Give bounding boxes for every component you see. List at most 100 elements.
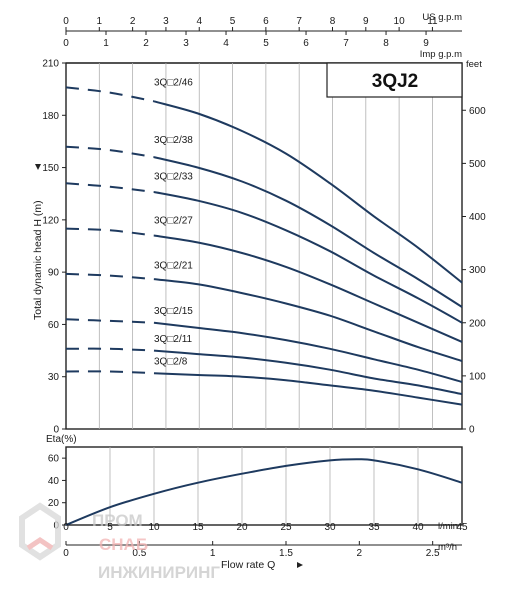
- imp-gpm-tick-label: 6: [303, 38, 309, 49]
- m3h-tick-label: 0: [63, 548, 69, 559]
- us-gpm-tick-label: 6: [263, 16, 269, 27]
- imp-gpm-tick-label: 4: [223, 38, 229, 49]
- us-gpm-unit: US g.p.m: [422, 12, 462, 23]
- head-m-tick-label: 60: [48, 320, 60, 331]
- us-gpm-tick-label: 2: [130, 16, 136, 27]
- curve-label: 3Q□2/8: [154, 356, 188, 367]
- head-ft-tick-label: 600: [469, 106, 486, 117]
- head-curve-dashed: [65, 370, 155, 375]
- curve-label: 3Q□2/46: [154, 78, 193, 89]
- imp-gpm-unit: Imp g.p.m: [420, 49, 462, 60]
- head-curve: [153, 372, 463, 406]
- m3h-tick-label: 2: [357, 548, 363, 559]
- model-title: 3QJ2: [372, 71, 418, 92]
- model-box: [326, 62, 463, 98]
- m3h-tick-label: 1: [210, 548, 216, 559]
- m3h-tick-label: 2.5: [426, 548, 440, 559]
- flow-rate-title: Flow rate Q: [221, 559, 275, 571]
- watermark-line1: ПРОМ: [92, 511, 143, 530]
- head-curve: [153, 191, 463, 324]
- feet-unit: feet: [466, 59, 482, 70]
- imp-gpm-tick-label: 9: [423, 38, 429, 49]
- head-curve: [153, 156, 463, 308]
- watermark-line3: ИНЖИНИРИНГ: [98, 563, 220, 582]
- head-ft-tick-label: 300: [469, 265, 486, 276]
- lmin-tick-label: 30: [324, 522, 336, 533]
- head-m-tick-label: 120: [42, 215, 59, 226]
- head-ft-tick-label: 500: [469, 159, 486, 170]
- us-gpm-tick-label: 4: [196, 16, 202, 27]
- curve-label: 3Q□2/21: [154, 261, 193, 272]
- lmin-tick-label: 45: [456, 522, 468, 533]
- head-m-tick-label: 0: [53, 425, 59, 436]
- curve-label: 3Q□2/15: [154, 306, 193, 317]
- head-m-tick-label: 150: [42, 163, 59, 174]
- head-axis-arrow-icon: [35, 164, 41, 170]
- m3h-tick-label: 1.5: [279, 548, 293, 559]
- us-gpm-tick-label: 7: [296, 16, 302, 27]
- us-gpm-tick-label: 5: [230, 16, 236, 27]
- head-ft-tick-label: 0: [469, 425, 475, 436]
- head-curve: [153, 349, 463, 396]
- watermark-logo: ПРОМ СНАБ ИНЖИНИРИНГ: [19, 502, 220, 582]
- head-ft-tick-label: 100: [469, 371, 486, 382]
- us-gpm-tick-label: 11: [427, 16, 438, 27]
- head-curve: [153, 234, 463, 343]
- head-ft-tick-label: 200: [469, 318, 486, 329]
- us-gpm-tick-label: 0: [63, 16, 69, 27]
- eta-tick-label: 40: [48, 476, 60, 487]
- us-gpm-tick-label: 3: [163, 16, 169, 27]
- curve-label: 3Q□2/27: [154, 215, 193, 226]
- head-m-tick-label: 180: [42, 111, 59, 122]
- lmin-unit: l/min: [438, 521, 458, 532]
- lmin-tick-label: 25: [280, 522, 292, 533]
- m3h-tick-label: 0.5: [132, 548, 146, 559]
- head-plot-frame: [65, 62, 463, 430]
- us-gpm-tick-label: 8: [330, 16, 336, 27]
- lmin-tick-label: 15: [192, 522, 204, 533]
- head-curve-dashed: [65, 347, 155, 352]
- eta-tick-label: 60: [48, 454, 60, 465]
- imp-gpm-tick-label: 2: [143, 38, 149, 49]
- head-m-tick-label: 90: [48, 268, 60, 279]
- imp-gpm-tick-label: 7: [343, 38, 349, 49]
- head-curve-dashed: [65, 182, 155, 193]
- us-gpm-tick-label: 9: [363, 16, 369, 27]
- imp-gpm-tick-label: 8: [383, 38, 389, 49]
- lmin-tick-label: 35: [368, 522, 380, 533]
- us-gpm-tick-label: 1: [97, 16, 103, 27]
- curve-label: 3Q□2/38: [154, 135, 193, 146]
- curve-label: 3Q□2/33: [154, 172, 193, 183]
- lmin-tick-label: 10: [148, 522, 160, 533]
- m3h-unit: m³/h: [438, 542, 457, 553]
- us-gpm-tick-label: 10: [394, 16, 406, 27]
- head-axis-title: Total dynamic head H (m): [32, 200, 44, 320]
- efficiency-curve: [65, 458, 463, 526]
- head-m-tick-label: 210: [42, 59, 59, 70]
- head-curve: [153, 100, 463, 284]
- head-curve-dashed: [65, 145, 155, 159]
- head-curve-dashed: [65, 318, 155, 324]
- efficiency-plot-frame: [65, 446, 463, 526]
- head-m-tick-label: 30: [48, 372, 60, 383]
- head-curve-dashed: [65, 272, 155, 281]
- imp-gpm-tick-label: 1: [103, 38, 109, 49]
- lmin-tick-label: 20: [236, 522, 248, 533]
- head-ft-tick-label: 400: [469, 212, 486, 223]
- imp-gpm-tick-label: 5: [263, 38, 269, 49]
- watermark-line2: СНАБ: [99, 535, 148, 554]
- head-curve-dashed: [65, 227, 155, 237]
- lmin-tick-label: 40: [412, 522, 424, 533]
- imp-gpm-tick-label: 3: [183, 38, 189, 49]
- flow-axis-arrow-icon: [297, 562, 303, 568]
- head-curve: [153, 321, 463, 383]
- imp-gpm-tick-label: 0: [63, 38, 69, 49]
- eta-axis-title: Eta(%): [46, 434, 77, 445]
- eta-tick-label: 20: [48, 498, 60, 509]
- lmin-tick-label: 0: [63, 522, 69, 533]
- lmin-tick-label: 5: [107, 522, 113, 533]
- curve-label: 3Q□2/11: [154, 334, 193, 345]
- head-curve: [153, 278, 463, 362]
- head-curve-dashed: [65, 86, 155, 103]
